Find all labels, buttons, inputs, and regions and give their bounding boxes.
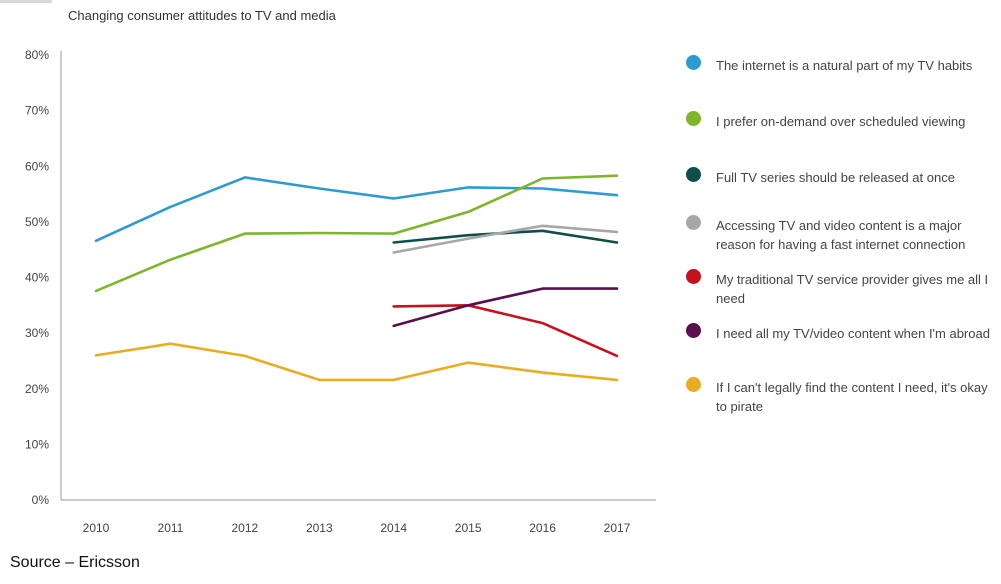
source-caption: Source – Ericsson: [10, 554, 140, 571]
y-tick-label: 40%: [25, 271, 49, 285]
series-line-7: [94, 342, 619, 382]
x-tick-label: 2015: [455, 521, 482, 535]
chart-title: Changing consumer attitudes to TV and me…: [68, 8, 336, 23]
legend-label: If I can't legally find the content I ne…: [716, 380, 988, 414]
y-tick-label: 50%: [25, 215, 49, 229]
legend-marker-dot: [686, 55, 701, 70]
x-tick-label: 2017: [604, 521, 631, 535]
legend-label: Accessing TV and video content is a majo…: [716, 218, 966, 252]
x-tick-label: 2014: [380, 521, 407, 535]
legend-label: My traditional TV service provider gives…: [716, 272, 989, 306]
y-tick-label: 20%: [25, 382, 49, 396]
legend-marker-dot: [686, 323, 701, 338]
legend-label: I need all my TV/video content when I'm …: [716, 326, 990, 341]
series-line-2: [94, 174, 619, 293]
y-tick-label: 70%: [25, 104, 49, 118]
legend-label: I prefer on-demand over scheduled viewin…: [716, 114, 966, 129]
legend-marker-dot: [686, 215, 701, 230]
top-decorative-strip: [0, 0, 52, 3]
y-tick-label: 30%: [25, 326, 49, 340]
legend-label: The internet is a natural part of my TV …: [716, 58, 973, 73]
y-tick-label: 0%: [32, 493, 50, 507]
x-tick-label: 2016: [529, 521, 556, 535]
x-tick-label: 2013: [306, 521, 333, 535]
series-line-4: [392, 224, 619, 254]
x-tick-label: 2010: [83, 521, 110, 535]
legend-marker-dot: [686, 167, 701, 182]
series-line-1: [94, 176, 619, 243]
y-tick-label: 60%: [25, 159, 49, 173]
legend-marker-dot: [686, 111, 701, 126]
series-line-5: [392, 303, 619, 358]
series-line-6: [392, 287, 619, 328]
legend-marker-dot: [686, 269, 701, 284]
x-tick-label: 2011: [158, 521, 184, 535]
x-tick-label: 2012: [232, 521, 259, 535]
legend-marker-dot: [686, 377, 701, 392]
y-tick-label: 10%: [25, 437, 49, 451]
legend-label: Full TV series should be released at onc…: [716, 170, 955, 185]
y-tick-label: 80%: [25, 48, 49, 62]
